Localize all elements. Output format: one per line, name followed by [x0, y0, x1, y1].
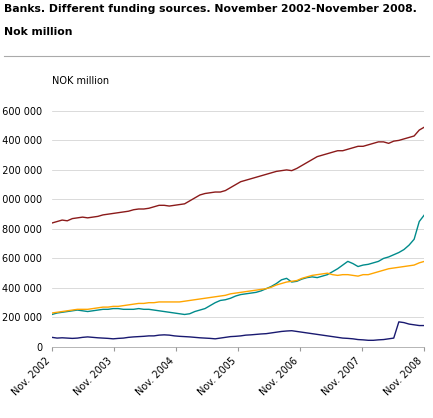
Text: Nok million: Nok million — [4, 27, 73, 37]
Short term security debt — [253, 332, 259, 337]
Short term security debt — [126, 335, 131, 340]
Deposits — [131, 207, 136, 212]
Short term security debt — [259, 331, 264, 336]
Deposits — [259, 173, 264, 178]
Bond debt — [126, 302, 131, 307]
Bond debt — [386, 266, 391, 271]
Bond debt — [49, 311, 55, 316]
Text: NOK million: NOK million — [52, 76, 109, 86]
Deposits — [422, 125, 427, 130]
Bond debt — [172, 299, 177, 304]
Interbank loans — [386, 255, 391, 260]
Deposits — [126, 209, 131, 214]
Short term security debt — [396, 319, 401, 324]
Deposits — [386, 141, 391, 146]
Line: Bond debt: Bond debt — [52, 261, 424, 313]
Bond debt — [131, 302, 136, 307]
Bond debt — [422, 259, 427, 264]
Line: Deposits: Deposits — [52, 127, 424, 223]
Interbank loans — [49, 312, 55, 317]
Interbank loans — [259, 288, 264, 293]
Short term security debt — [172, 334, 177, 339]
Deposits — [172, 203, 177, 208]
Deposits — [49, 221, 55, 226]
Short term security debt — [422, 323, 427, 328]
Short term security debt — [49, 335, 55, 340]
Interbank loans — [126, 307, 131, 312]
Bond debt — [253, 288, 259, 293]
Interbank loans — [422, 212, 427, 217]
Short term security debt — [391, 336, 396, 341]
Deposits — [253, 175, 259, 180]
Text: Banks. Different funding sources. November 2002-November 2008.: Banks. Different funding sources. Novemb… — [4, 4, 417, 14]
Line: Interbank loans: Interbank loans — [52, 215, 424, 314]
Interbank loans — [253, 290, 259, 295]
Interbank loans — [172, 311, 177, 316]
Short term security debt — [365, 338, 371, 343]
Bond debt — [259, 287, 264, 292]
Short term security debt — [131, 334, 136, 339]
Interbank loans — [131, 307, 136, 312]
Line: Short term security debt: Short term security debt — [52, 322, 424, 340]
